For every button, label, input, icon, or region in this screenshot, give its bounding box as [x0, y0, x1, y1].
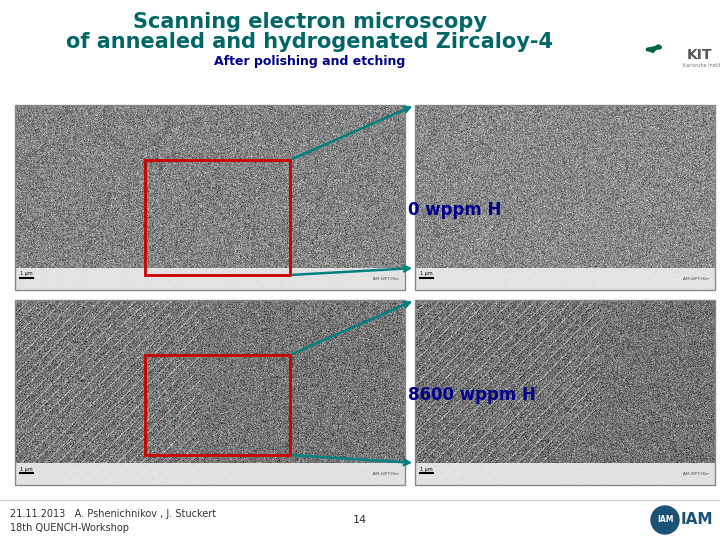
Bar: [15, 268, 405, 290]
Text: 1 μm: 1 μm: [420, 467, 433, 471]
Text: 0 wppm H: 0 wppm H: [408, 201, 501, 219]
Bar: [415, 268, 715, 290]
Text: 18th QUENCH-Workshop: 18th QUENCH-Workshop: [10, 523, 129, 533]
Bar: [415, 463, 715, 485]
Bar: [415, 105, 715, 290]
Bar: [415, 300, 715, 485]
Text: 21.11.2013   A. Pshenichnikov , J. Stuckert: 21.11.2013 A. Pshenichnikov , J. Stucker…: [10, 509, 216, 519]
Text: of annealed and hydrogenated Zircaloy-4: of annealed and hydrogenated Zircaloy-4: [66, 32, 554, 52]
Text: 1 μm: 1 μm: [20, 467, 32, 471]
Text: IAM-WPT/IKer: IAM-WPT/IKer: [373, 472, 400, 476]
Text: IAM-WPT/IKer: IAM-WPT/IKer: [683, 472, 710, 476]
Text: IAM-WPT/IKer: IAM-WPT/IKer: [373, 277, 400, 281]
Bar: [15, 300, 405, 485]
Text: Scanning electron microscopy: Scanning electron microscopy: [133, 12, 487, 32]
Text: 1 μm: 1 μm: [420, 272, 433, 276]
Text: Karlsruhe Institute of Technology: Karlsruhe Institute of Technology: [683, 64, 720, 69]
Text: After polishing and etching: After polishing and etching: [215, 56, 405, 69]
Bar: [145, 355, 290, 455]
Text: IAM-WPT/IKer: IAM-WPT/IKer: [683, 277, 710, 281]
Circle shape: [651, 506, 679, 534]
Bar: [15, 463, 405, 485]
Text: IAM: IAM: [681, 512, 714, 528]
Text: 1 μm: 1 μm: [20, 272, 32, 276]
Bar: [145, 160, 290, 275]
Text: 8600 wppm H: 8600 wppm H: [408, 386, 536, 404]
Text: IAM: IAM: [657, 516, 673, 524]
Bar: [15, 105, 405, 290]
Text: KIT: KIT: [687, 48, 713, 62]
Text: 14: 14: [353, 515, 367, 525]
